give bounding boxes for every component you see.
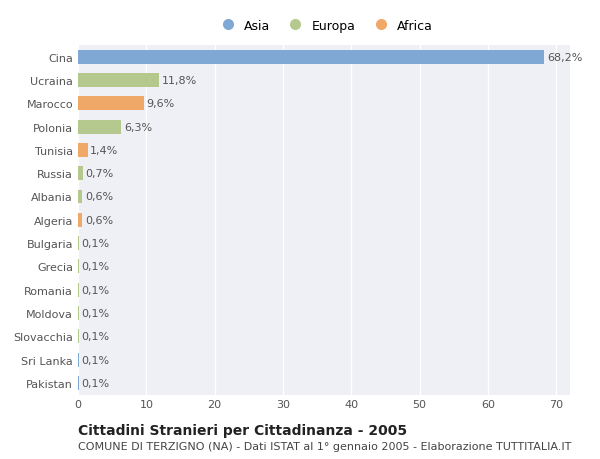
Bar xyxy=(78,190,82,204)
Text: 1,4%: 1,4% xyxy=(90,146,119,156)
Legend: Asia, Europa, Africa: Asia, Europa, Africa xyxy=(213,17,435,35)
Text: 0,1%: 0,1% xyxy=(82,355,110,365)
Text: 0,6%: 0,6% xyxy=(85,192,113,202)
Text: 0,6%: 0,6% xyxy=(85,215,113,225)
Bar xyxy=(78,144,88,157)
Bar xyxy=(78,306,79,320)
Text: 0,1%: 0,1% xyxy=(82,285,110,295)
Text: 9,6%: 9,6% xyxy=(146,99,175,109)
Text: 0,1%: 0,1% xyxy=(82,308,110,319)
Text: 0,1%: 0,1% xyxy=(82,378,110,388)
Bar xyxy=(78,376,79,390)
Text: 6,3%: 6,3% xyxy=(124,122,152,132)
Text: 0,1%: 0,1% xyxy=(82,262,110,272)
Bar xyxy=(78,213,82,227)
Bar xyxy=(78,97,143,111)
Text: Cittadini Stranieri per Cittadinanza - 2005: Cittadini Stranieri per Cittadinanza - 2… xyxy=(78,423,407,437)
Bar xyxy=(78,260,79,274)
Text: COMUNE DI TERZIGNO (NA) - Dati ISTAT al 1° gennaio 2005 - Elaborazione TUTTITALI: COMUNE DI TERZIGNO (NA) - Dati ISTAT al … xyxy=(78,441,571,451)
Bar xyxy=(78,120,121,134)
Text: 11,8%: 11,8% xyxy=(161,76,197,86)
Bar xyxy=(78,353,79,367)
Bar xyxy=(78,330,79,344)
Bar xyxy=(78,50,544,65)
Bar xyxy=(78,74,158,88)
Bar xyxy=(78,167,83,181)
Text: 0,1%: 0,1% xyxy=(82,331,110,341)
Bar xyxy=(78,236,79,251)
Text: 68,2%: 68,2% xyxy=(547,52,582,62)
Text: 0,7%: 0,7% xyxy=(86,169,114,179)
Text: 0,1%: 0,1% xyxy=(82,239,110,249)
Bar xyxy=(78,283,79,297)
